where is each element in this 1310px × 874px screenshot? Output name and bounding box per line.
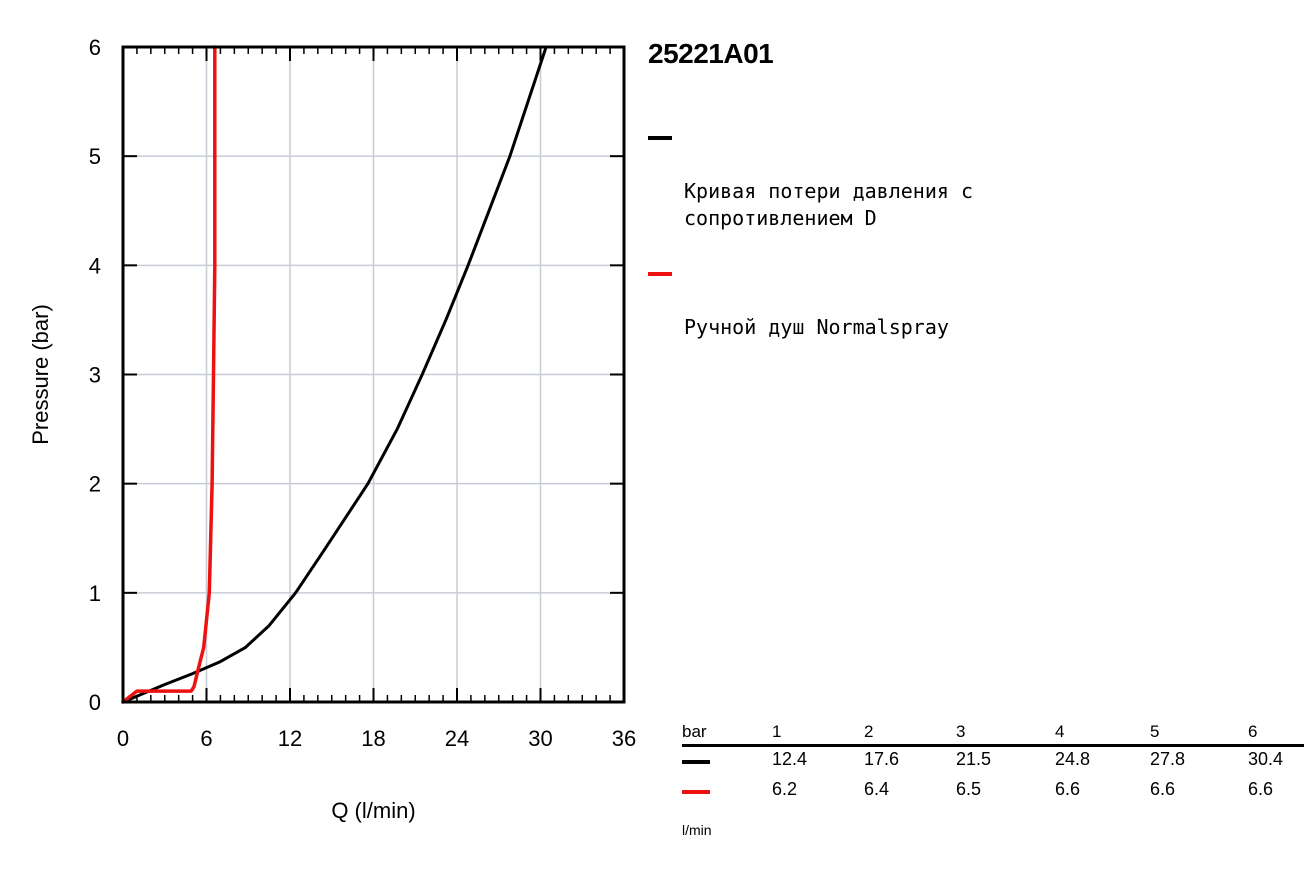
table-cell: 6.6: [1150, 779, 1176, 799]
series-line-pressure-loss: [121, 45, 548, 704]
x-tick-label: 6: [200, 726, 212, 751]
table-row-pressure-loss: 12.4 17.6 21.5 24.8 27.8 30.4: [682, 747, 1304, 777]
table-row-hand-shower: 6.2 6.4 6.5 6.6 6.6 6.6: [682, 777, 1304, 807]
table-header-cell: 2: [864, 722, 874, 741]
table-swatch-red: [682, 790, 710, 794]
x-tick-label: 36: [612, 726, 636, 751]
table-cell: 6.2: [772, 779, 798, 799]
table-unit-label: l/min: [682, 822, 712, 838]
table-header-row: bar 1 2 3 4 5 6: [682, 722, 1304, 747]
y-tick-label: 5: [89, 144, 101, 169]
legend-item-pressure-loss: Кривая потери давления с сопротивлением …: [648, 124, 1288, 232]
series-lines: [121, 45, 548, 704]
y-tick-label: 4: [89, 253, 101, 278]
table-header-cell: 4: [1055, 722, 1065, 741]
table-cell: 6.5: [956, 779, 982, 799]
table-cell: 30.4: [1248, 749, 1284, 769]
table-cell: 6.6: [1055, 779, 1081, 799]
legend-label: Кривая потери давления с сопротивлением …: [684, 179, 973, 230]
legend-item-hand-shower: Ручной душ Normalspray: [648, 260, 1288, 341]
table-cell: 21.5: [956, 749, 992, 769]
table-cell: 6.4: [864, 779, 890, 799]
table-header-cell: 3: [956, 722, 966, 741]
x-tick-label: 24: [445, 726, 469, 751]
table-header-cell: 5: [1150, 722, 1160, 741]
y-tick-label: 3: [89, 363, 101, 388]
y-tick-label: 6: [89, 35, 101, 60]
y-tick-label: 1: [89, 581, 101, 606]
grid-lines: [123, 47, 624, 702]
x-tick-label: 30: [528, 726, 552, 751]
x-tick-label: 18: [361, 726, 385, 751]
table-cell: 17.6: [864, 749, 900, 769]
plot-frame: [121, 45, 626, 704]
legend-label: Ручной душ Normalspray: [684, 315, 949, 339]
x-tick-label: 12: [278, 726, 302, 751]
legend-swatch-black: [648, 136, 672, 140]
table-header-unit: bar: [682, 722, 707, 741]
legend: Кривая потери давления с сопротивлением …: [648, 124, 1288, 369]
x-axis-title: Q (l/min): [331, 798, 415, 823]
x-tick-label: 0: [117, 726, 129, 751]
table-cell: 6.6: [1248, 779, 1274, 799]
y-axis-title: Pressure (bar): [28, 304, 53, 445]
table-cell: 27.8: [1150, 749, 1186, 769]
table-header-cell: 1: [772, 722, 782, 741]
y-tick-labels: 0 1 2 3 4 5 6: [89, 35, 101, 715]
chart-title: 25221A01: [648, 38, 774, 69]
legend-swatch-red: [648, 272, 672, 276]
flow-table: bar 1 2 3 4 5 6 12.4 17.6 21.5 24.8 27.8…: [682, 722, 1304, 807]
y-tick-label: 0: [89, 690, 101, 715]
series-line-hand-shower: [121, 45, 217, 704]
y-tick-label: 2: [89, 472, 101, 497]
table-header-cell: 6: [1248, 722, 1258, 741]
x-tick-labels: 0 6 12 18 24 30 36: [117, 726, 636, 751]
table-swatch-black: [682, 760, 710, 764]
table-cell: 24.8: [1055, 749, 1091, 769]
table-cell: 12.4: [772, 749, 808, 769]
